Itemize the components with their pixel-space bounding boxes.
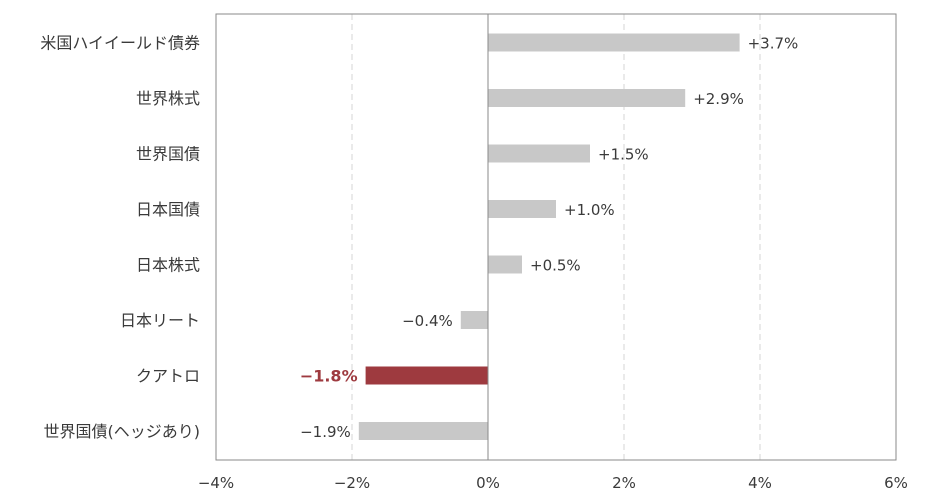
- bar: [365, 366, 488, 385]
- data-label: +0.5%: [530, 257, 581, 275]
- bar: [488, 144, 590, 163]
- category-label: 世界国債: [136, 145, 200, 164]
- category-label: 日本リート: [120, 311, 200, 330]
- bar: [488, 89, 686, 107]
- data-label: −0.4%: [402, 312, 453, 330]
- category-labels: 米国ハイイールド債券世界株式世界国債日本国債日本株式日本リートクアトロ世界国債(…: [40, 34, 200, 442]
- data-label: −1.8%: [300, 367, 358, 386]
- category-label: 世界株式: [136, 89, 200, 108]
- bar: [488, 200, 556, 218]
- data-label: +3.7%: [748, 35, 799, 53]
- bars: [358, 33, 740, 440]
- category-label: 日本株式: [136, 256, 200, 275]
- x-tick-label: −2%: [334, 474, 370, 492]
- bar: [488, 33, 740, 52]
- bar: [358, 422, 488, 440]
- x-tick-label: 2%: [612, 474, 636, 492]
- category-label: 世界国債(ヘッジあり): [44, 422, 201, 441]
- data-label: −1.9%: [300, 423, 351, 441]
- data-label: +2.9%: [693, 90, 744, 108]
- data-labels: +3.7% +2.9% +1.5% +1.0% +0.5% −0.4% −1.8% −1.9%: [300, 35, 798, 442]
- bar: [488, 255, 522, 274]
- x-tick-labels: −4% −2% 0% 2% 4% 6%: [198, 474, 908, 492]
- data-label: +1.0%: [564, 201, 615, 219]
- x-tick-label: 4%: [748, 474, 772, 492]
- category-label: 米国ハイイールド債券: [40, 34, 200, 53]
- plot-frame: [215, 13, 897, 461]
- bar: [460, 311, 488, 329]
- x-tick-label: 6%: [884, 474, 908, 492]
- data-label: +1.5%: [598, 146, 649, 164]
- x-tick-label: 0%: [476, 474, 500, 492]
- x-tick-label: −4%: [198, 474, 234, 492]
- grid-lines: [351, 14, 761, 460]
- category-label: 日本国債: [136, 200, 200, 219]
- category-label: クアトロ: [136, 367, 200, 386]
